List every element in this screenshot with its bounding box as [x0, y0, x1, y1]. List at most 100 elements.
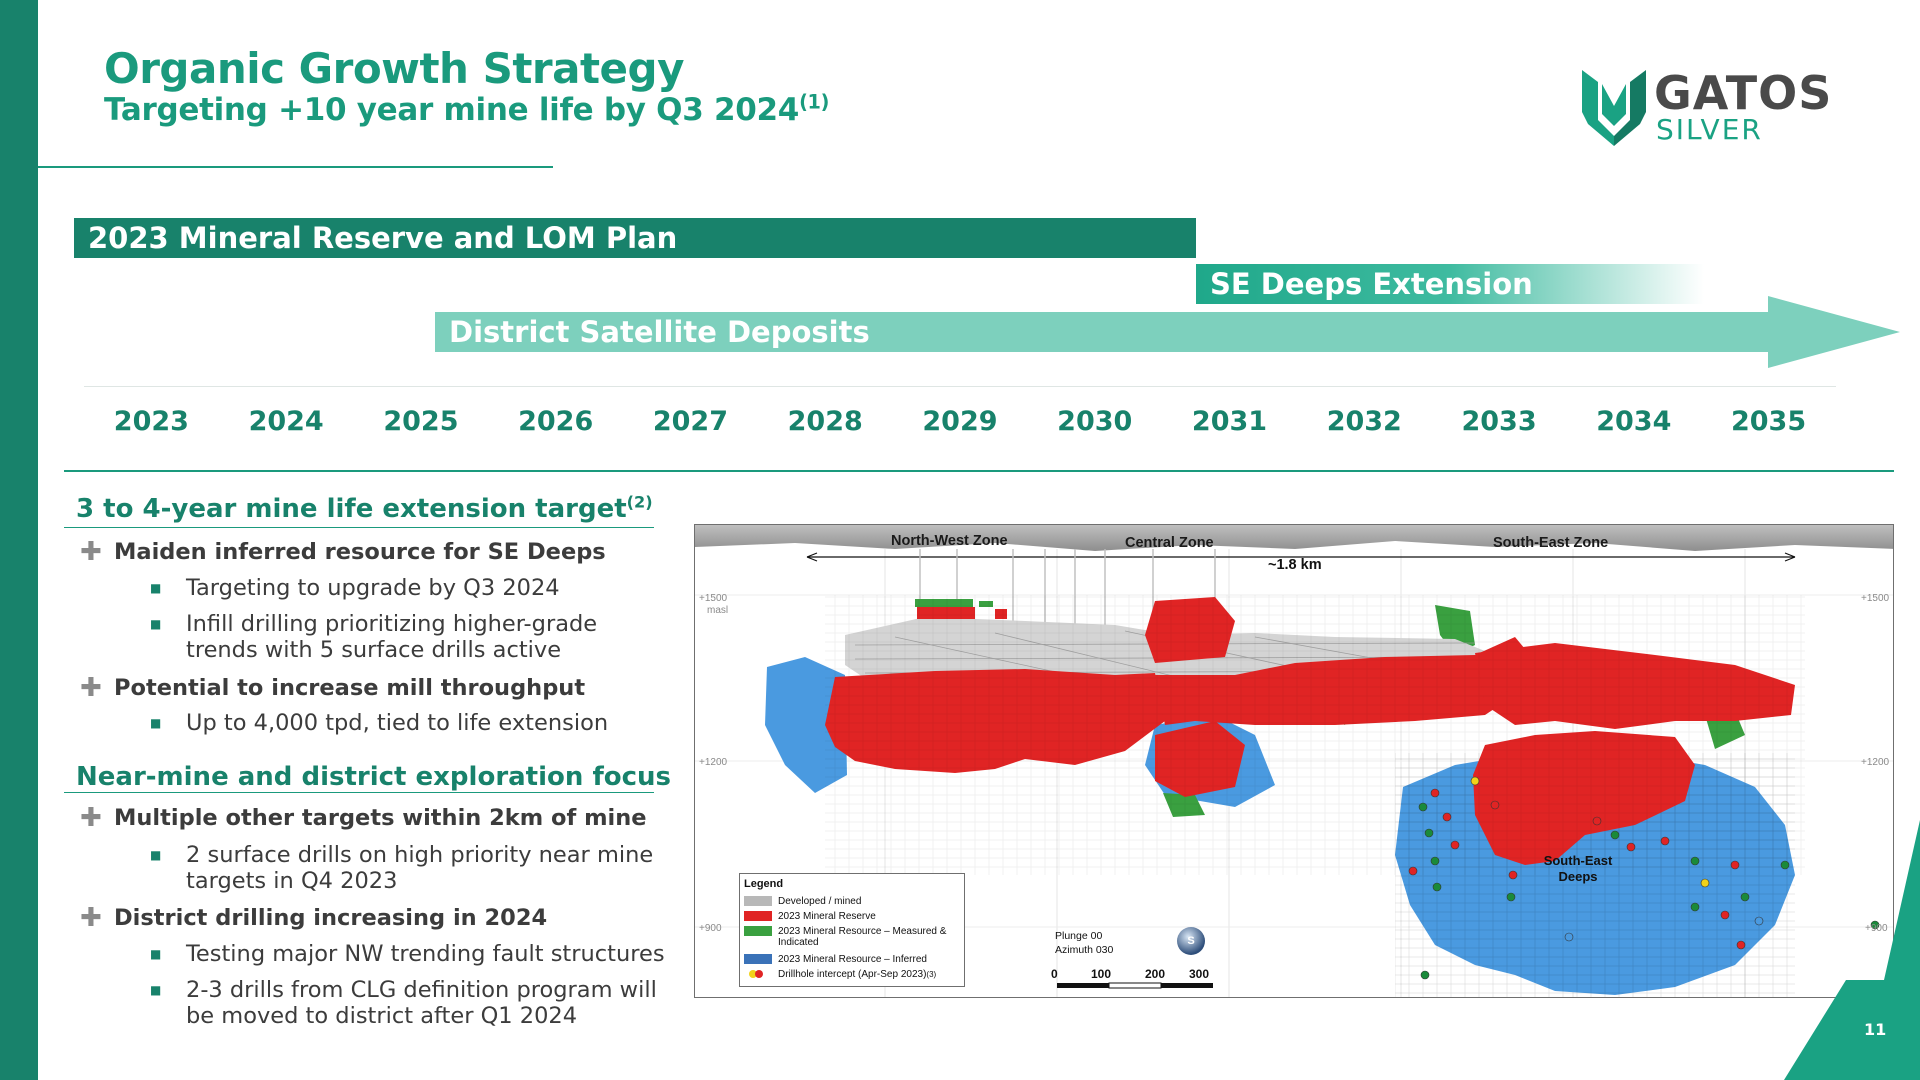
gatos-silver-logo: GATOS SILVER [1574, 62, 1834, 154]
legend-label: 2023 Mineral Resource – Measured & Indic… [778, 926, 947, 948]
scale-bar [1057, 982, 1213, 989]
year-label: 2030 [1057, 406, 1133, 437]
azimuth-label: Azimuth 030 [1055, 944, 1114, 956]
map-graphic [695, 525, 1893, 997]
sub-bullet-item: ■ 2 surface drills on high priority near … [150, 842, 670, 894]
year-label: 2025 [383, 406, 459, 437]
legend-label: Drillhole intercept (Apr-Sep 2023) [778, 969, 927, 980]
year-label: 2035 [1730, 406, 1807, 437]
year-axis: 2023 2024 2025 2026 2027 2028 2029 2030 … [84, 406, 1836, 446]
year-label: 2032 [1326, 406, 1402, 437]
sub-bullet-item: ■ Up to 4,000 tpd, tied to life extension [150, 710, 670, 736]
square-bullet-icon: ■ [150, 983, 162, 997]
sub-bullet-text: Targeting to upgrade by Q3 2024 [186, 575, 560, 601]
subtitle-text: Targeting +10 year mine life by Q3 2024 [104, 92, 800, 128]
year-label: 2033 [1461, 406, 1537, 437]
plus-icon: ✚ [80, 673, 102, 703]
distance-label: ~1.8 km [1268, 557, 1322, 573]
section-rule [64, 792, 654, 793]
zone-label: Central Zone [1125, 535, 1214, 551]
compass-icon: S [1177, 927, 1205, 955]
legend-item: Drillhole intercept (Apr-Sep 2023) (3) [744, 969, 964, 980]
scale-tick-label: 200 [1145, 967, 1166, 981]
scale-tick-label: 300 [1189, 967, 1210, 981]
map-legend: Legend Developed / mined 2023 Mineral Re… [739, 873, 965, 987]
logo-text-silver: SILVER [1656, 113, 1763, 146]
legend-label: 2023 Mineral Reserve [778, 911, 876, 922]
sub-bullet-text: Infill drilling prioritizing higher-grad… [186, 611, 598, 663]
long-section-map: North-West Zone Central Zone South-East … [694, 524, 1894, 998]
bullet-item: ✚ Multiple other targets within 2km of mi… [80, 805, 647, 831]
logo-text-gatos: GATOS [1654, 66, 1833, 120]
plus-icon: ✚ [80, 803, 102, 833]
year-label: 2031 [1191, 406, 1268, 437]
section-heading-footnote: (2) [626, 492, 653, 512]
elevation-label: +1500 [699, 593, 728, 604]
legend-item: Developed / mined [744, 896, 964, 907]
elevation-label: +900 [1865, 923, 1888, 934]
elevation-label: +1200 [1861, 757, 1890, 768]
sub-bullet-text: Testing major NW trending fault structur… [186, 941, 665, 967]
year-label: 2029 [922, 406, 998, 437]
subtitle-footnote: (1) [799, 90, 830, 114]
legend-label: 2023 Mineral Resource – Inferred [778, 954, 927, 965]
legend-label: Developed / mined [778, 896, 862, 907]
plunge-label: Plunge 00 [1055, 930, 1103, 942]
zone-label: North-West Zone [891, 533, 1008, 549]
bullet-item: ✚ District drilling increasing in 2024 [80, 905, 547, 931]
corner-accent-shape [1784, 820, 1920, 1080]
year-label: 2034 [1596, 406, 1672, 437]
plunge-azimuth: Plunge 00 Azimuth 030 [1055, 929, 1113, 957]
plus-icon: ✚ [80, 537, 102, 567]
legend-item: 2023 Mineral Resource – Inferred [744, 954, 964, 965]
page-number: 11 [1864, 1020, 1887, 1039]
square-bullet-icon: ■ [150, 947, 162, 961]
section-heading-text: 3 to 4-year mine life extension target [76, 494, 627, 524]
page-title: Organic Growth Strategy [104, 44, 684, 93]
legend-title: Legend [744, 878, 784, 890]
year-label: 2027 [652, 406, 729, 437]
section-heading-exploration: Near-mine and district exploration focus [76, 762, 672, 792]
elevation-label: +1200 [699, 757, 728, 768]
plus-icon: ✚ [80, 903, 102, 933]
square-bullet-icon: ■ [150, 581, 162, 595]
year-label: 2026 [518, 406, 594, 437]
bullet-text: Multiple other targets within 2km of min… [114, 805, 647, 831]
elevation-label: +900 [699, 923, 722, 934]
logo-shield-icon [1582, 70, 1646, 146]
zone-label: South-East Zone [1493, 535, 1609, 551]
year-label: 2023 [113, 406, 189, 437]
legend-swatch [744, 954, 772, 964]
legend-footnote: (3) [926, 970, 937, 979]
bullet-text: Maiden inferred resource for SE Deeps [114, 539, 606, 565]
year-label: 2024 [248, 406, 324, 437]
year-label: 2028 [787, 406, 863, 437]
year-axis-bottom-rule [64, 470, 1894, 472]
se-deeps-label: South-East Deeps [1543, 853, 1613, 884]
legend-swatch [744, 911, 772, 921]
sub-bullet-item: ■ Targeting to upgrade by Q3 2024 [150, 575, 670, 601]
bullet-item: ✚ Potential to increase mill throughput [80, 675, 585, 701]
bullet-text: District drilling increasing in 2024 [114, 905, 548, 931]
title-underline [38, 166, 553, 168]
section-heading-life-extension: 3 to 4-year mine life extension target(2… [76, 494, 653, 524]
sub-bullet-text: 2-3 drills from CLG definition program w… [186, 977, 657, 1029]
sub-bullet-item: ■ Testing major NW trending fault structu… [150, 941, 670, 967]
page-subtitle: Targeting +10 year mine life by Q3 2024(… [104, 92, 829, 128]
legend-swatch [744, 896, 772, 906]
section-rule [64, 527, 654, 528]
scale-tick-label: 0 [1051, 967, 1058, 981]
year-axis-top-rule [84, 386, 1836, 387]
sub-bullet-item: ■ 2-3 drills from CLG definition program … [150, 977, 670, 1029]
scale-labels: 0 100 200 300 [1049, 967, 1209, 983]
legend-swatch [744, 926, 772, 936]
square-bullet-icon: ■ [150, 848, 162, 862]
sub-bullet-text: 2 surface drills on high priority near m… [186, 842, 654, 894]
elevation-label: +1500 [1861, 593, 1890, 604]
bullet-item: ✚ Maiden inferred resource for SE Deeps [80, 539, 606, 565]
timeline-arrow-head [1768, 296, 1900, 368]
bullet-text: Potential to increase mill throughput [114, 675, 586, 701]
drillhole-dots-icon [744, 969, 772, 979]
timeline-bar-se-deeps: SE Deeps Extension [1196, 264, 1704, 304]
timeline-bar-district-satellite: District Satellite Deposits [435, 312, 1770, 352]
